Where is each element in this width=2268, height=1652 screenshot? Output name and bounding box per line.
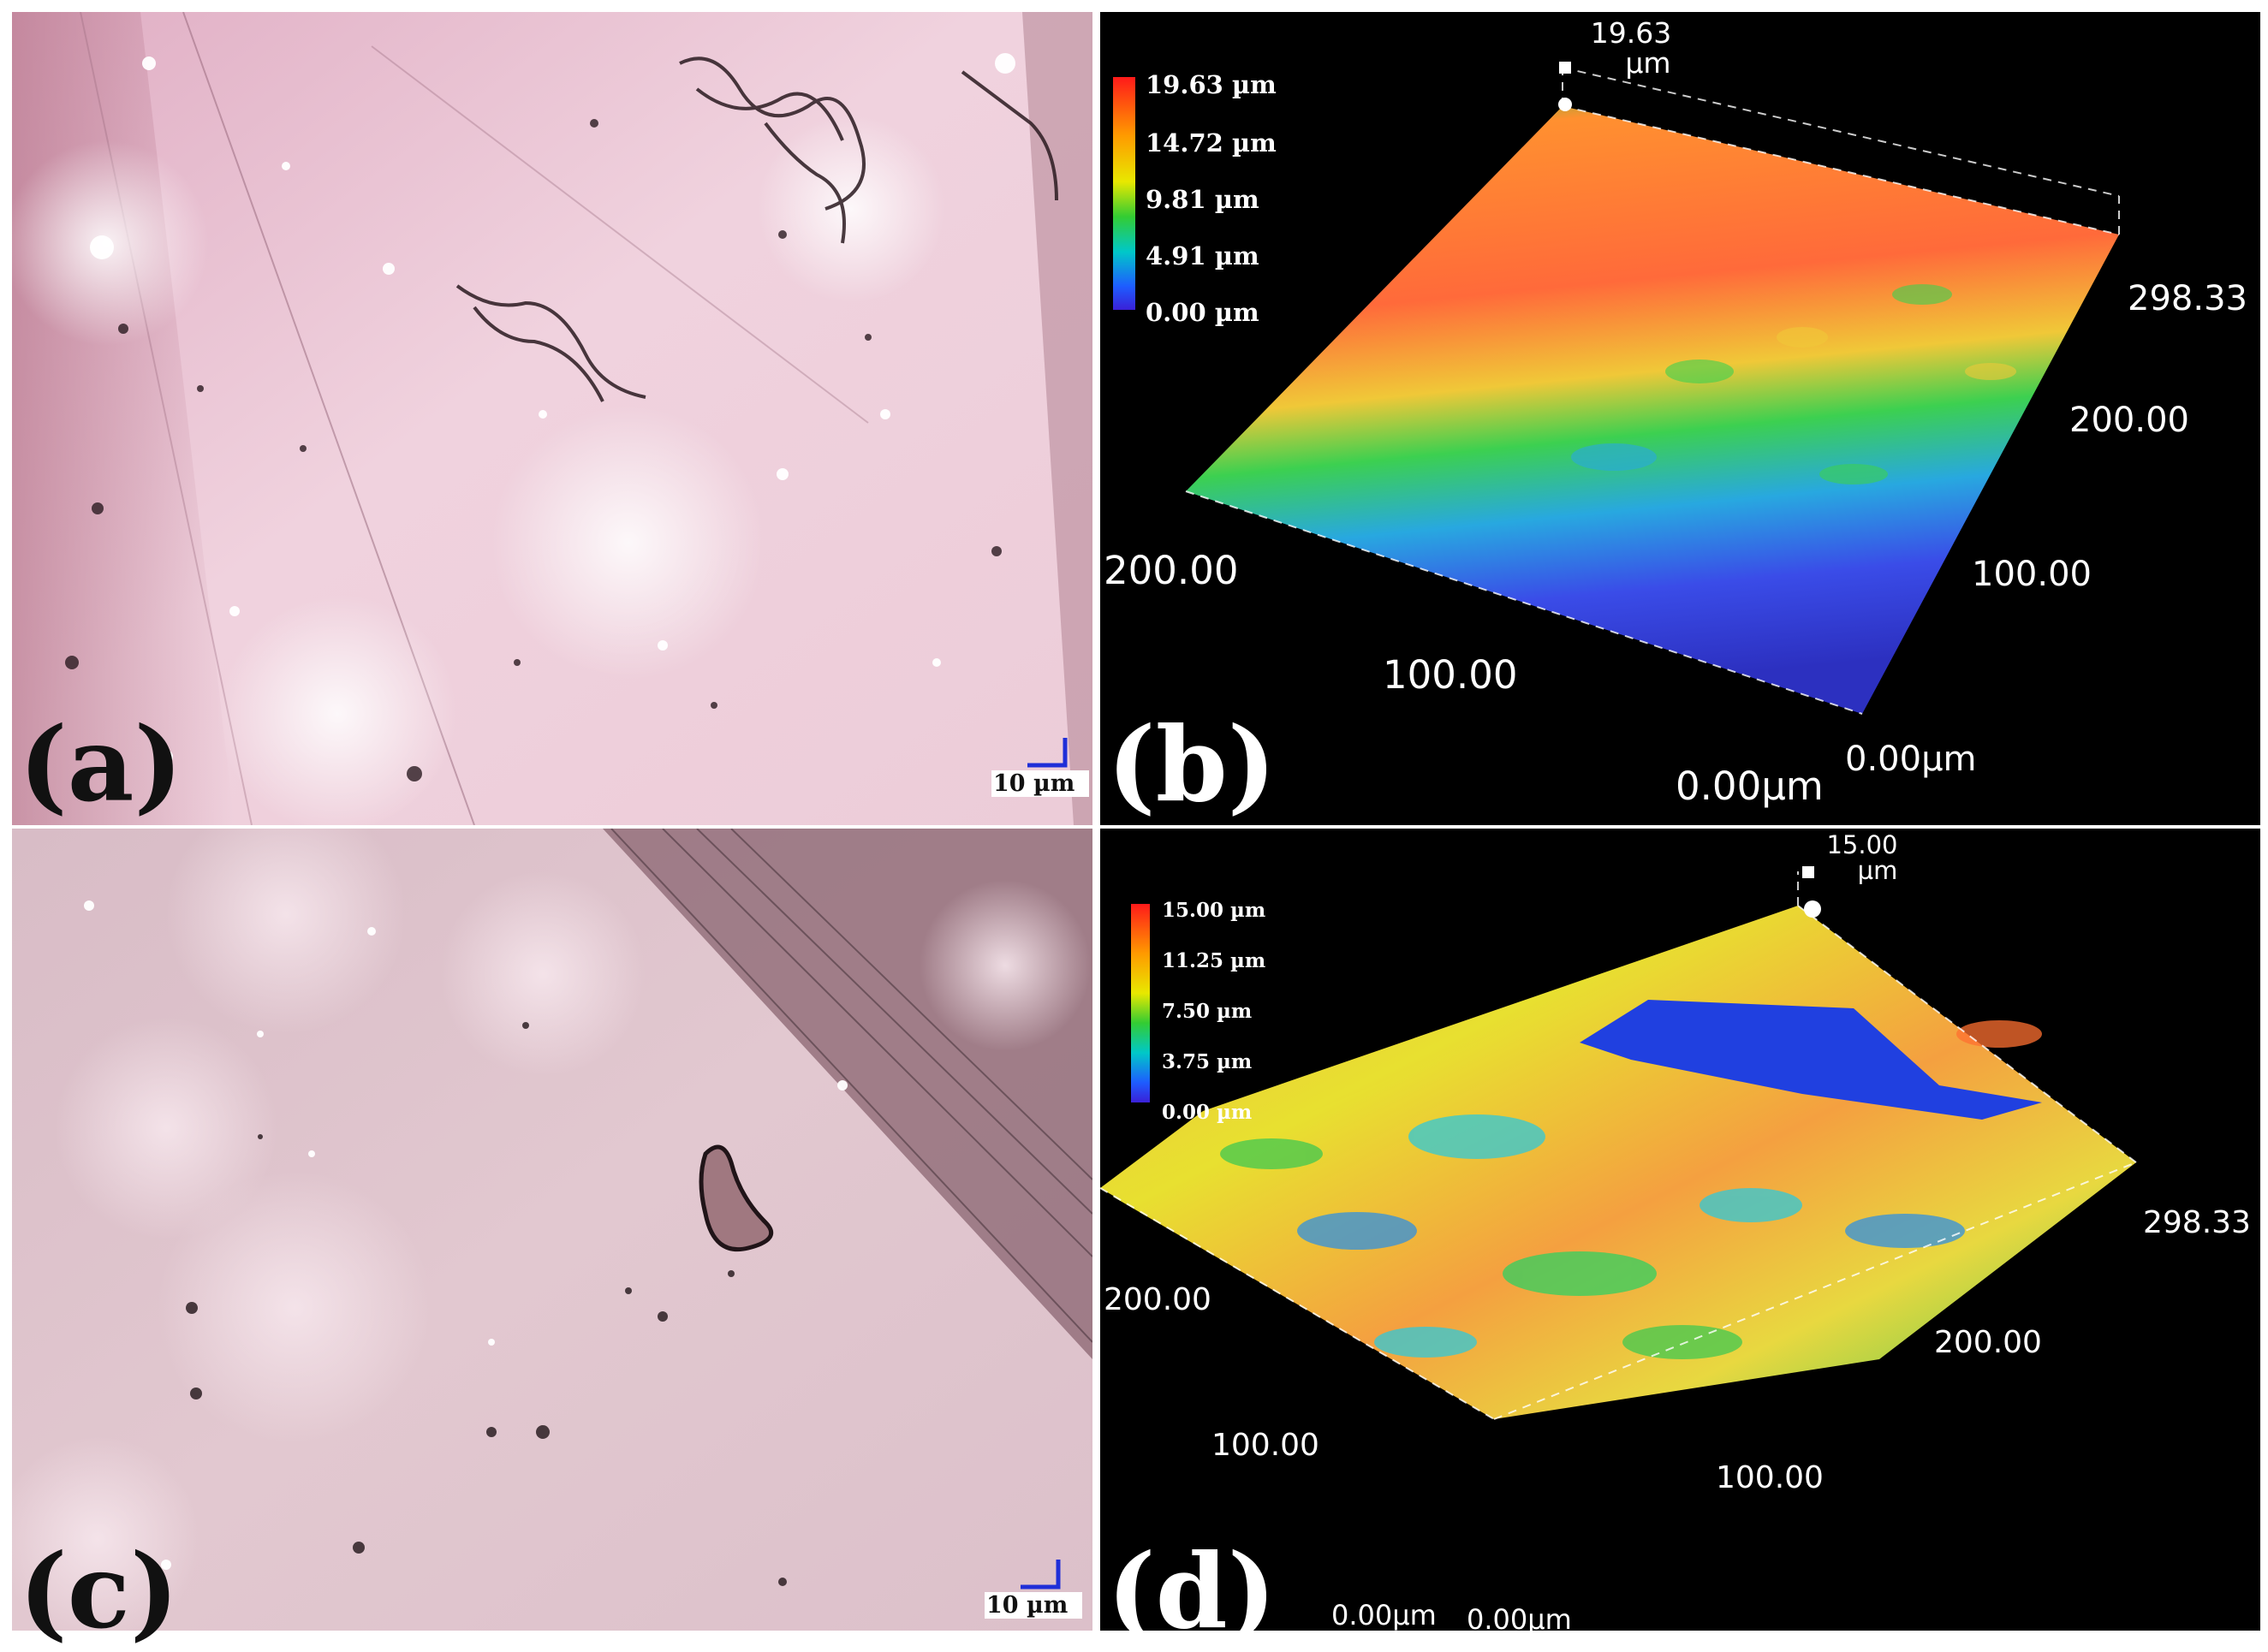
micrograph-a-image <box>12 12 1092 825</box>
legend-b-label-2: 9.81 µm <box>1146 185 1259 214</box>
panel-d-profile: 15.00 µm 15.00 µm 11.25 µm 7.50 µm 3.75 … <box>1100 829 2260 1631</box>
legend-b-label-1: 14.72 µm <box>1146 128 1277 157</box>
panel-d-axis-100-right: 100.00 <box>1716 1460 1824 1495</box>
surface-d-render <box>1100 866 2137 1420</box>
panel-b-axis-100-right: 100.00 <box>1972 555 2092 594</box>
panel-b-axis-0-left: 0.00µm <box>1676 764 1824 809</box>
panel-b-axis-200-left: 200.00 <box>1104 548 1239 593</box>
panel-b-profile: 19.63 µm 19.63 µm 14.72 µm 9.81 µm 4.91 … <box>1100 12 2260 825</box>
panel-b-axis-0-right: 0.00µm <box>1845 740 1977 779</box>
panel-d-peak-value: 15.00 <box>1826 830 1898 859</box>
panel-d-peak-label: 15.00 µm <box>1811 832 1914 884</box>
panel-a-label: (a) <box>19 704 183 825</box>
panel-d-axis-0-right: 0.00µm <box>1467 1603 1572 1631</box>
panel-c-label: (c) <box>19 1531 179 1652</box>
legend-d-label-4: 0.00 µm <box>1162 1101 1253 1124</box>
panel-a-scale-text: 10 µm <box>991 770 1089 797</box>
panel-d-axis-298: 298.33 <box>2143 1205 2251 1240</box>
legend-d-label-2: 7.50 µm <box>1162 1000 1253 1023</box>
micrograph-c-image <box>12 829 1092 1631</box>
panel-d-axis-200-left: 200.00 <box>1104 1282 1211 1317</box>
surface-b-render <box>1185 62 2120 715</box>
panel-c-scale-text: 10 µm <box>985 1592 1082 1619</box>
colorbar-d <box>1131 904 1150 1102</box>
legend-d-label-1: 11.25 µm <box>1162 949 1266 972</box>
panel-d-label: (d) <box>1107 1531 1277 1652</box>
scale-bar-line <box>1021 1560 1061 1590</box>
panel-b-peak-unit: µm <box>1625 45 1671 80</box>
panel-b-axis-100-left: 100.00 <box>1383 652 1518 698</box>
panel-c-micrograph <box>12 829 1092 1631</box>
panel-b-axis-298: 298.33 <box>2128 279 2247 318</box>
panel-d-peak-unit: µm <box>1857 856 1898 886</box>
panel-d-axis-100-left: 100.00 <box>1211 1428 1319 1463</box>
legend-b-label-0: 19.63 µm <box>1146 70 1277 99</box>
scale-bar-line <box>1027 738 1068 768</box>
legend-d-label-0: 15.00 µm <box>1162 899 1266 922</box>
panel-b-label: (b) <box>1107 704 1277 825</box>
panel-d-axis-0-left: 0.00µm <box>1331 1599 1437 1631</box>
panel-b-peak-value: 19.63 <box>1590 16 1672 50</box>
panel-b-axis-200-right: 200.00 <box>2069 401 2189 440</box>
colorbar-b <box>1113 77 1135 310</box>
legend-b-label-4: 0.00 µm <box>1146 298 1259 327</box>
panel-a-micrograph <box>12 12 1092 825</box>
legend-d-label-3: 3.75 µm <box>1162 1050 1253 1073</box>
panel-d-axis-200-right: 200.00 <box>1934 1325 2042 1360</box>
legend-b-label-3: 4.91 µm <box>1146 241 1259 270</box>
panel-b-peak-label: 19.63 µm <box>1567 16 1695 80</box>
